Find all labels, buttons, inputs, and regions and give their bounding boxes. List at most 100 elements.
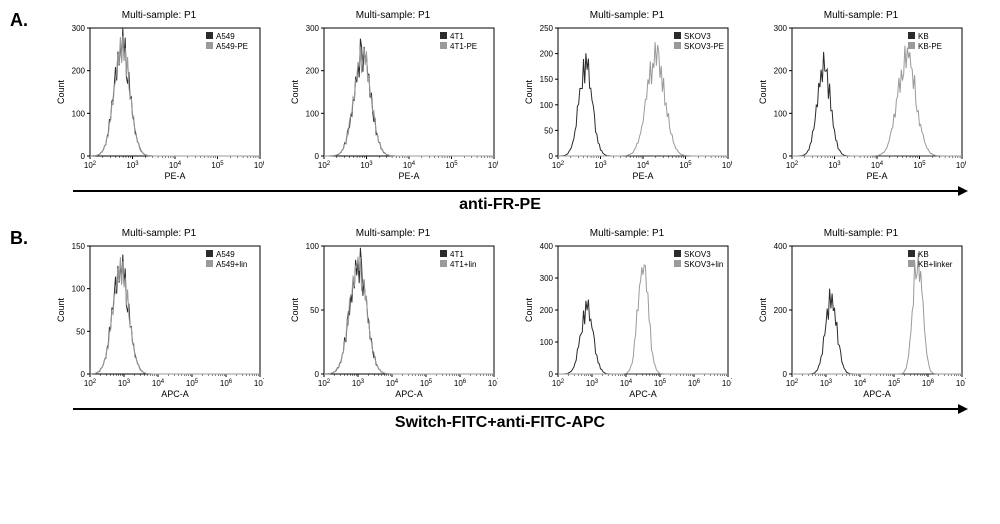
svg-text:107: 107 (254, 379, 264, 388)
svg-text:103: 103 (126, 161, 139, 170)
plot-holder: Multi-sample: P1050100150200250Count1021… (522, 10, 732, 182)
svg-text:105: 105 (211, 161, 224, 170)
plot-holder: Multi-sample: P10200400Count102103104105… (756, 228, 966, 400)
svg-text:105: 105 (654, 379, 667, 388)
plot-holder: Multi-sample: P10100200300400Count102103… (522, 228, 732, 400)
svg-text:103: 103 (118, 379, 131, 388)
svg-text:200: 200 (72, 67, 86, 76)
svg-text:104: 104 (871, 161, 884, 170)
svg-text:Count: Count (290, 80, 300, 105)
svg-text:200: 200 (306, 67, 320, 76)
svg-text:100: 100 (72, 285, 86, 294)
svg-text:103: 103 (820, 379, 833, 388)
svg-text:Count: Count (524, 80, 534, 105)
svg-text:105: 105 (445, 161, 458, 170)
svg-text:0: 0 (549, 152, 554, 161)
svg-text:KB: KB (918, 32, 929, 41)
svg-text:APC-A: APC-A (395, 389, 423, 399)
svg-text:400: 400 (540, 242, 554, 251)
svg-text:105: 105 (888, 379, 901, 388)
arrow-head-a (958, 186, 968, 196)
svg-text:4T1+lin: 4T1+lin (450, 260, 476, 269)
svg-text:0: 0 (81, 370, 86, 379)
svg-text:KB+linker: KB+linker (918, 260, 953, 269)
plot-title: Multi-sample: P1 (824, 10, 898, 21)
svg-text:0: 0 (783, 370, 788, 379)
svg-text:104: 104 (403, 161, 416, 170)
flow-histogram: 0100200300Count102103104105106PE-AKBKB-P… (756, 22, 966, 182)
svg-text:106: 106 (454, 379, 467, 388)
panel-a: A. Multi-sample: P1 0 100 200 300 Count 102 103… (10, 10, 990, 214)
svg-text:102: 102 (786, 379, 799, 388)
panel-a-plots: Multi-sample: P1 0 100 200 300 Count 102 103 104… (10, 10, 990, 182)
svg-text:SKOV3: SKOV3 (684, 32, 711, 41)
svg-text:104: 104 (854, 379, 867, 388)
svg-text:A549-PE: A549-PE (216, 42, 248, 51)
svg-text:106: 106 (956, 161, 966, 170)
svg-text:100: 100 (774, 109, 788, 118)
svg-text:PE-A: PE-A (632, 171, 653, 181)
svg-text:102: 102 (786, 161, 799, 170)
svg-text:KB-PE: KB-PE (918, 42, 942, 51)
arrow-head-b (958, 404, 968, 414)
svg-text:102: 102 (318, 379, 331, 388)
svg-text:102: 102 (84, 161, 97, 170)
plot-title: Multi-sample: P1 (122, 228, 196, 239)
svg-text:0: 0 (315, 152, 320, 161)
svg-text:105: 105 (679, 161, 692, 170)
svg-text:4T1: 4T1 (450, 250, 464, 259)
panel-a-letter: A. (10, 10, 28, 31)
flow-histogram: 050100Count102103104105106107APC-A4T14T1… (288, 240, 498, 400)
svg-text:105: 105 (913, 161, 926, 170)
svg-text:APC-A: APC-A (863, 389, 891, 399)
svg-text:106: 106 (688, 379, 701, 388)
svg-text:104: 104 (169, 161, 182, 170)
svg-text:0: 0 (783, 152, 788, 161)
svg-text:100: 100 (306, 242, 320, 251)
svg-text:100: 100 (306, 109, 320, 118)
svg-text:106: 106 (722, 161, 732, 170)
svg-text:150: 150 (540, 75, 554, 84)
svg-text:105: 105 (420, 379, 433, 388)
svg-text:106: 106 (220, 379, 233, 388)
svg-text:107: 107 (488, 379, 498, 388)
arrow-line-b (73, 408, 958, 410)
svg-text:Count: Count (56, 298, 66, 323)
svg-text:300: 300 (774, 24, 788, 33)
svg-text:300: 300 (72, 24, 86, 33)
panel-b-axis-label: Switch-FITC+anti-FITC-APC (10, 414, 990, 432)
svg-text:A549: A549 (216, 250, 235, 259)
panel-b: B. Multi-sample: P1050100150Count1021031… (10, 228, 990, 432)
svg-text:Count: Count (56, 80, 66, 105)
svg-text:300: 300 (306, 24, 320, 33)
plot-title: Multi-sample: P1 (356, 10, 430, 21)
svg-text:102: 102 (318, 161, 331, 170)
svg-text:50: 50 (544, 126, 553, 135)
panel-b-plots: Multi-sample: P1050100150Count1021031041… (10, 228, 990, 400)
plot-holder: Multi-sample: P10100200300Count102103104… (288, 10, 498, 182)
svg-text:Count: Count (524, 298, 534, 323)
svg-text:PE-A: PE-A (866, 171, 887, 181)
svg-text:KB: KB (918, 250, 929, 259)
flow-histogram: 0100200300Count102103104105106PE-AA549A5… (54, 22, 264, 182)
svg-text:107: 107 (956, 379, 966, 388)
svg-text:300: 300 (540, 274, 554, 283)
svg-text:50: 50 (76, 327, 85, 336)
svg-text:103: 103 (594, 161, 607, 170)
svg-text:4T1: 4T1 (450, 32, 464, 41)
svg-text:106: 106 (488, 161, 498, 170)
svg-text:0: 0 (315, 370, 320, 379)
svg-text:106: 106 (922, 379, 935, 388)
svg-text:4T1-PE: 4T1-PE (450, 42, 477, 51)
plot-holder: Multi-sample: P10100200300Count102103104… (756, 10, 966, 182)
svg-text:102: 102 (552, 161, 565, 170)
flow-histogram: 0100200300400Count102103104105106107APC-… (522, 240, 732, 400)
svg-text:SKOV3+lin: SKOV3+lin (684, 260, 723, 269)
panel-a-arrow (10, 186, 990, 196)
plot-title: Multi-sample: P1 (590, 10, 664, 21)
panel-b-letter: B. (10, 228, 28, 249)
svg-text:400: 400 (774, 242, 788, 251)
svg-text:Count: Count (758, 298, 768, 323)
svg-text:104: 104 (637, 161, 650, 170)
flow-histogram: 0100200300Count102103104105106PE-A4T14T1… (288, 22, 498, 182)
